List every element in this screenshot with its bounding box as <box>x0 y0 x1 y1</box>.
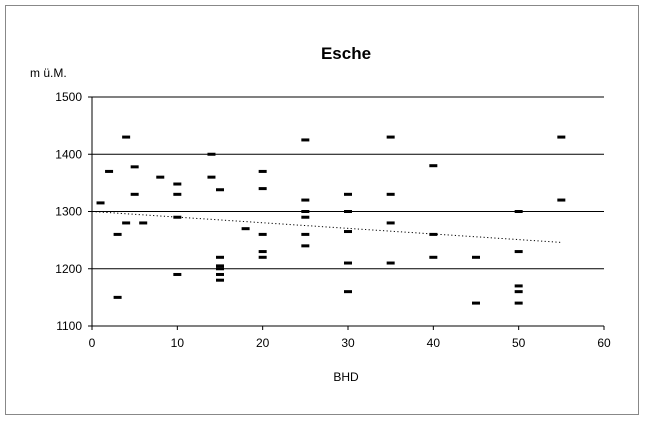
data-point-19 <box>216 267 224 271</box>
data-point-46 <box>472 255 480 259</box>
data-point-30 <box>301 210 310 213</box>
data-point-4 <box>122 135 131 139</box>
data-point-12 <box>173 215 182 219</box>
data-point-25 <box>258 232 267 236</box>
y-tick-label-1500: 1500 <box>55 90 82 104</box>
tick-labels: 1100 1200 1300 1400 1500 0 10 20 30 40 50 60 <box>55 90 611 350</box>
data-point-22 <box>241 227 250 231</box>
data-point-28 <box>301 138 310 142</box>
data-point-54 <box>557 198 566 202</box>
data-point-38 <box>344 290 352 294</box>
data-point-49 <box>514 250 523 254</box>
data-point-48 <box>514 210 523 213</box>
data-point-36 <box>344 230 352 234</box>
data-point-37 <box>344 261 352 265</box>
x-tick-label-30: 30 <box>341 336 355 350</box>
y-tick-label-1200: 1200 <box>55 262 82 276</box>
trendline <box>91 211 562 243</box>
data-point-39 <box>386 135 395 139</box>
data-point-32 <box>301 232 310 236</box>
data-point-7 <box>130 192 139 196</box>
data-point-33 <box>301 244 310 248</box>
data-point-9 <box>156 175 165 179</box>
data-point-40 <box>386 192 395 196</box>
data-point-50 <box>514 284 523 288</box>
data-point-24 <box>258 187 267 191</box>
x-tick-label-50: 50 <box>512 336 526 350</box>
data-point-35 <box>344 210 352 213</box>
data-point-23 <box>258 169 267 173</box>
data-point-5 <box>122 221 131 225</box>
data-point-3 <box>113 295 122 299</box>
data-point-27 <box>258 255 267 259</box>
data-point-53 <box>557 135 566 139</box>
data-point-20 <box>216 272 224 276</box>
chart-title: Esche <box>321 44 371 63</box>
data-point-31 <box>301 215 310 219</box>
trendline-layer <box>91 211 562 243</box>
data-point-13 <box>173 272 182 276</box>
x-tick-label-60: 60 <box>597 336 611 350</box>
data-point-2 <box>113 232 122 236</box>
chart-frame <box>5 5 639 415</box>
data-point-51 <box>514 290 523 294</box>
data-point-34 <box>344 192 352 196</box>
data-point-29 <box>301 198 310 202</box>
data-point-8 <box>139 221 148 225</box>
data-point-11 <box>173 192 182 196</box>
y-tick-label-1400: 1400 <box>55 147 82 161</box>
data-point-10 <box>173 182 182 186</box>
data-point-16 <box>216 188 224 192</box>
x-tick-label-0: 0 <box>89 336 96 350</box>
x-axis-label: BHD <box>333 370 359 384</box>
data-point-6 <box>130 165 139 169</box>
data-point-42 <box>386 261 395 265</box>
data-point-45 <box>429 255 438 259</box>
data-point-44 <box>429 232 438 236</box>
data-point-18 <box>216 264 224 268</box>
data-point-52 <box>514 301 523 305</box>
data-point-17 <box>216 255 224 259</box>
data-point-14 <box>207 152 216 156</box>
x-tick-label-20: 20 <box>256 336 270 350</box>
x-tick-label-10: 10 <box>171 336 185 350</box>
data-point-26 <box>258 250 267 254</box>
data-point-47 <box>472 301 480 305</box>
y-tick-label-1100: 1100 <box>56 319 82 333</box>
data-point-43 <box>429 164 438 168</box>
data-point-15 <box>207 175 216 179</box>
grid-lines <box>92 96 604 270</box>
data-point-41 <box>386 221 395 225</box>
data-point-0 <box>96 201 105 205</box>
data-point-21 <box>216 278 224 282</box>
y-tick-label-1300: 1300 <box>55 205 82 219</box>
y-axis-label: m ü.M. <box>30 66 67 80</box>
x-tick-label-40: 40 <box>427 336 441 350</box>
data-point-1 <box>105 169 114 173</box>
data-points <box>96 135 566 305</box>
